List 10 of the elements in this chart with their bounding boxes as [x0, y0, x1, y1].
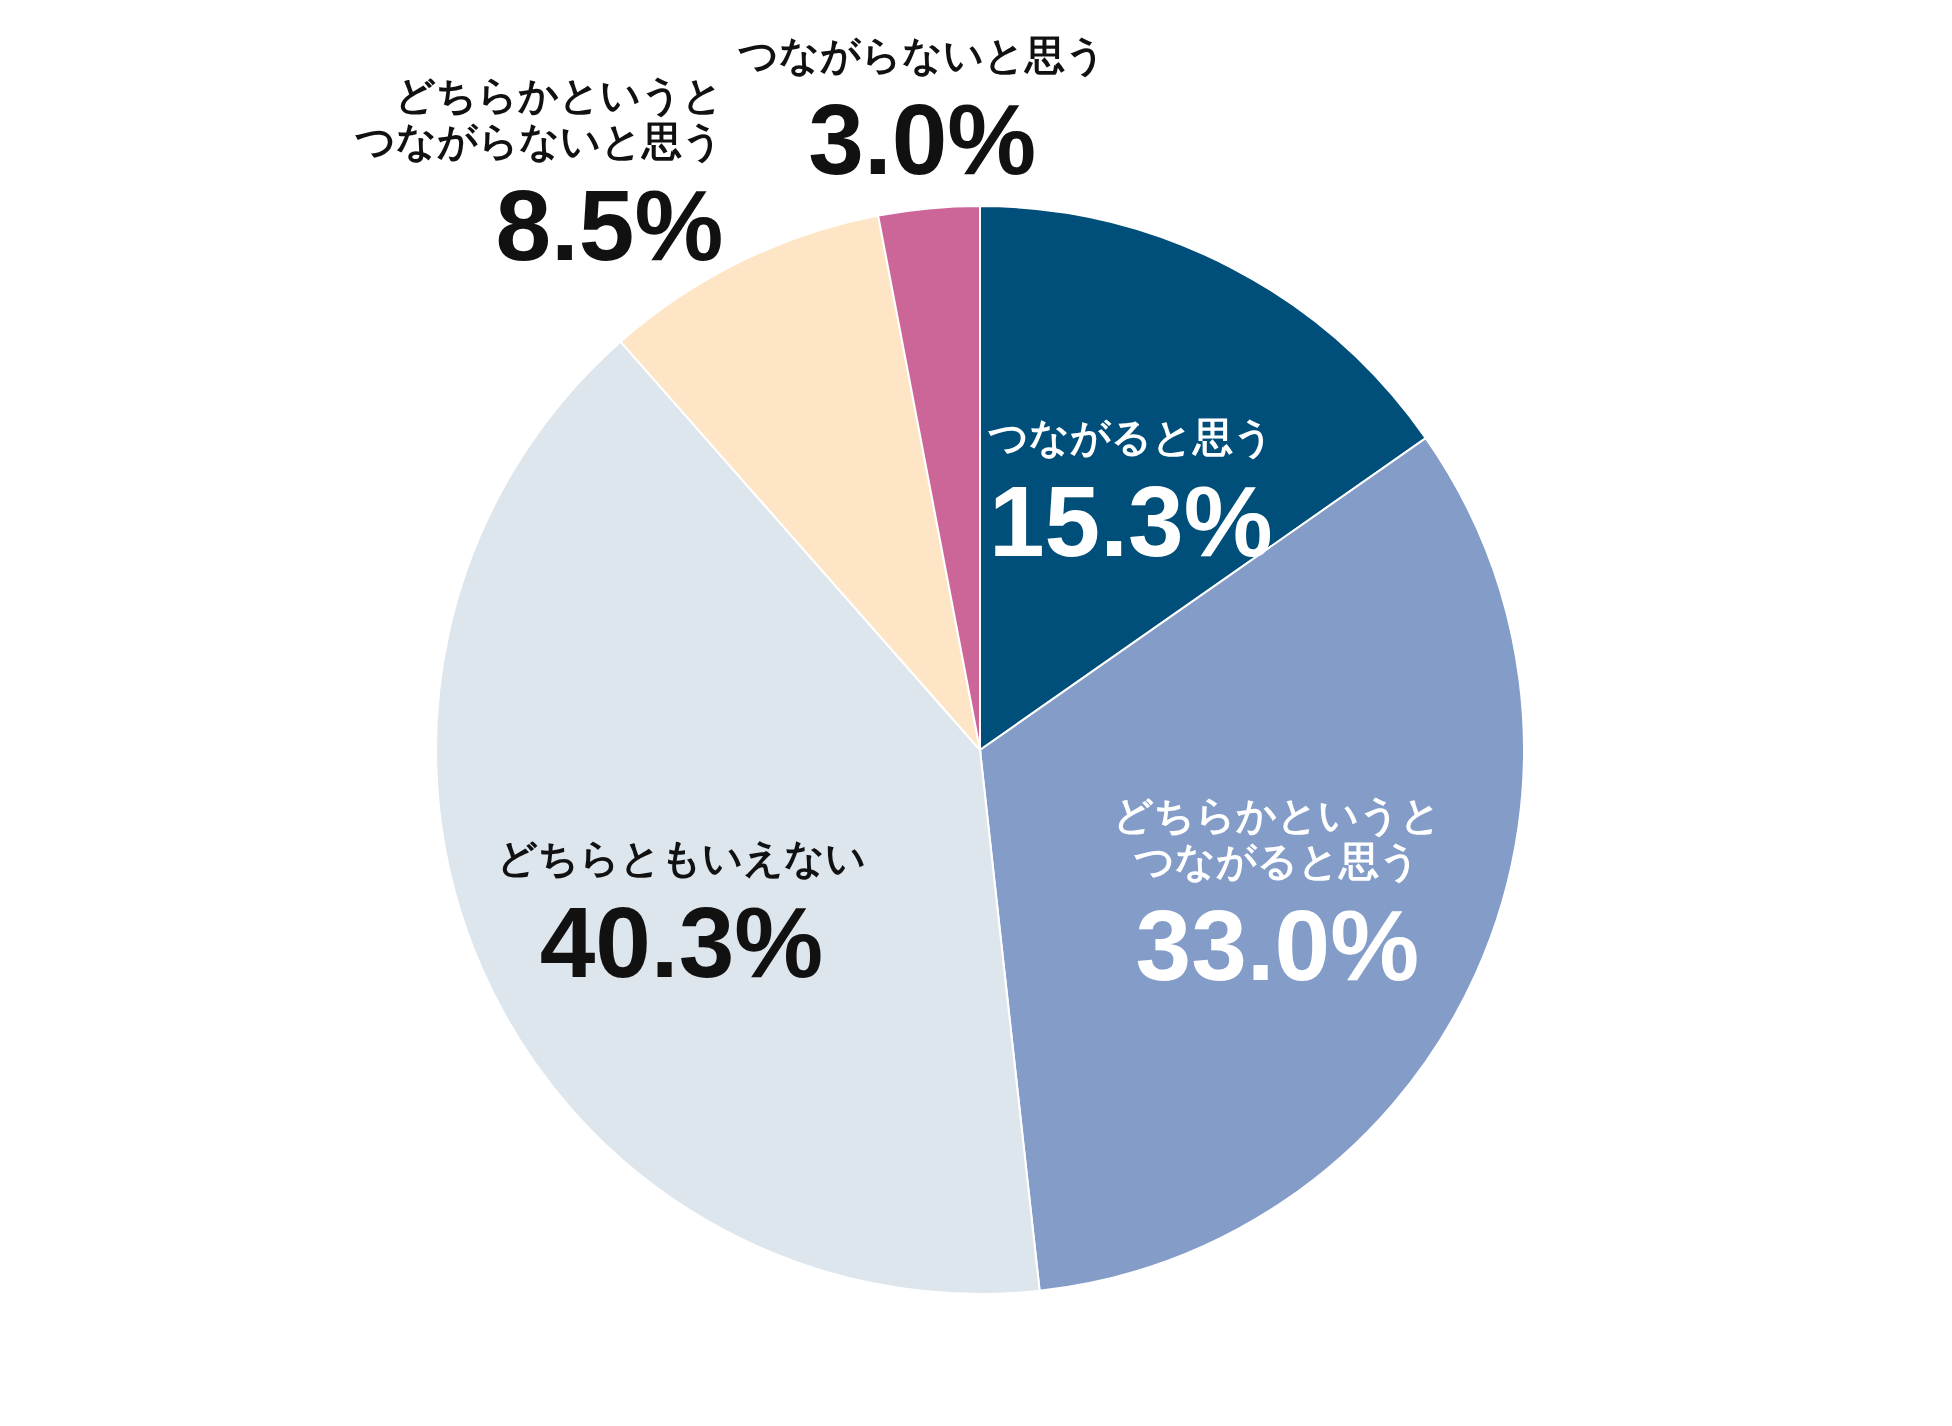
data-label: 15.3%	[989, 464, 1273, 577]
slice-label: つながらないと思う	[738, 31, 1107, 78]
slice-label: どちらかというとつながらないと思う	[355, 72, 724, 165]
slice-label: どちらかというとつながると思う	[1113, 791, 1442, 884]
data-label: 8.5%	[495, 169, 724, 282]
data-label: 33.0%	[1135, 888, 1420, 1001]
slice-label: どちらともいえない	[496, 834, 866, 881]
data-label: 3.0%	[808, 82, 1037, 195]
slice-label: つながると思う	[987, 413, 1274, 460]
data-label: 40.3%	[539, 885, 824, 998]
